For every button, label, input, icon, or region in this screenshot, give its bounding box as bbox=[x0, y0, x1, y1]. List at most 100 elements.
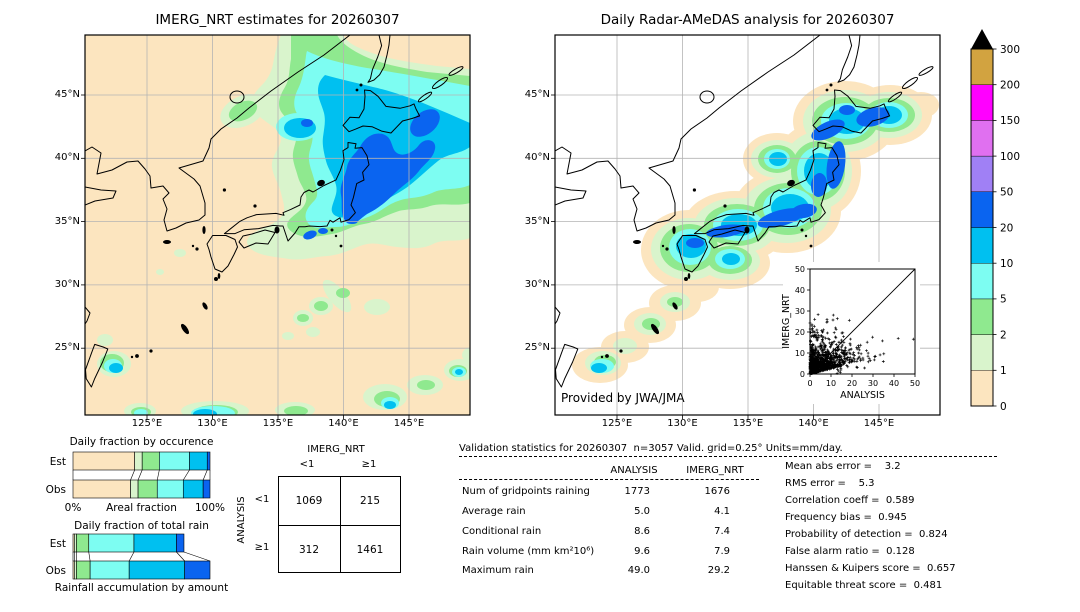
colorbar-tick-label: 300 bbox=[1000, 44, 1020, 56]
x-tick-label: 100% bbox=[195, 502, 225, 514]
segment-connector bbox=[130, 469, 135, 481]
segment-connector bbox=[156, 469, 160, 481]
bar-segment-Est-1-2 bbox=[74, 533, 77, 553]
map-frame bbox=[84, 34, 471, 416]
validation-value-imerg: 1676 bbox=[704, 486, 730, 497]
small-islands bbox=[130, 83, 363, 359]
contingency-col-title: IMERG_NRT bbox=[307, 444, 365, 455]
bar-segment-Est-20-50 bbox=[206, 451, 211, 471]
imerg-precipitation-map bbox=[81, 34, 471, 419]
lon-tick-label: 145°E bbox=[863, 418, 895, 429]
bar-segment-Est-1-2 bbox=[134, 451, 143, 471]
contingency-grid-divider bbox=[279, 524, 400, 526]
validation-row-label: Average rain bbox=[462, 506, 526, 517]
axis-ticks bbox=[551, 94, 880, 419]
bar-segment-Obs-20-50 bbox=[184, 560, 211, 580]
bar-segment-Est-2-5 bbox=[76, 533, 90, 553]
segment-connector bbox=[183, 551, 211, 562]
bar-segment-Est-0-1 bbox=[72, 451, 135, 471]
bar-segment-Est-5-10 bbox=[88, 533, 135, 553]
colorbar-tick-label: 0 bbox=[1000, 401, 1007, 413]
contingency-row-label: <1 bbox=[254, 494, 270, 505]
inset-x-tick: 20 bbox=[847, 379, 857, 388]
colorbar-tick-label: 100 bbox=[1000, 151, 1020, 163]
colorbar-tick-label: 20 bbox=[1000, 222, 1013, 234]
contingency-grid: 1069 215 312 1461 bbox=[278, 476, 401, 573]
bar-segment-Obs-20-50 bbox=[202, 479, 211, 499]
colorbar-segment bbox=[970, 120, 994, 157]
validation-value-imerg: 4.1 bbox=[714, 506, 730, 517]
colorbar-tick-label: 10 bbox=[1000, 258, 1013, 270]
validation-value-analysis: 9.6 bbox=[634, 546, 650, 557]
colorbar-segment bbox=[970, 191, 994, 228]
contingency-cell: 312 bbox=[298, 543, 320, 556]
lat-tick-label: 40°N bbox=[524, 152, 550, 164]
inset-y-tick: 10 bbox=[795, 349, 805, 358]
validation-title: Validation statistics for 20260307 n=305… bbox=[459, 443, 843, 454]
lat-tick-label: 35°N bbox=[524, 215, 550, 227]
lon-tick-label: 145°E bbox=[393, 418, 425, 429]
validation-row-label: Maximum rain bbox=[462, 565, 534, 576]
lat-tick-label: 30°N bbox=[54, 278, 80, 290]
lon-tick-label: 125°E bbox=[131, 418, 163, 429]
dashed-rule bbox=[459, 479, 759, 480]
colorbar-tick-label: 2 bbox=[1000, 329, 1007, 341]
bar-segment-Obs-0-1 bbox=[72, 479, 131, 499]
lat-tick-label: 25°N bbox=[54, 342, 80, 354]
left-map-title: IMERG_NRT estimates for 20260307 bbox=[155, 12, 400, 28]
lat-tick-label: 30°N bbox=[524, 278, 550, 290]
chart-xlabel: Areal fraction bbox=[106, 502, 177, 514]
dashed-rule bbox=[459, 456, 997, 457]
segment-connector bbox=[176, 551, 185, 562]
x-tick-label: 0% bbox=[65, 502, 82, 514]
inset-x-tick: 10 bbox=[826, 379, 836, 388]
bar-segment-Obs-1-2 bbox=[130, 479, 139, 499]
total-rain-fraction-chart: Daily fraction of total rain Est Obs Rainfa… bbox=[46, 520, 229, 594]
validation-value-imerg: 7.4 bbox=[714, 526, 730, 537]
bar-category-label: Obs bbox=[46, 565, 66, 577]
credit-text: Provided by JWA/JMA bbox=[561, 391, 685, 405]
bar-category-label: Obs bbox=[46, 484, 66, 496]
metric-line: Probability of detection = 0.824 bbox=[785, 529, 948, 540]
inset-x-tick: 50 bbox=[910, 379, 920, 388]
metric-line: Mean abs error = 3.2 bbox=[785, 461, 901, 472]
lat-tick-label: 40°N bbox=[54, 152, 80, 164]
inset-y-tick: 30 bbox=[795, 307, 805, 316]
inset-x-tick: 40 bbox=[889, 379, 899, 388]
inset-y-tick: 50 bbox=[795, 265, 805, 274]
lat-tick-label: 45°N bbox=[524, 89, 550, 100]
bar-segment-Est-10-20 bbox=[133, 533, 177, 553]
segment-connector bbox=[128, 551, 135, 562]
bar-segment-Est-20-50 bbox=[176, 533, 185, 553]
precipitation-field bbox=[97, 35, 470, 415]
bar-segment-Est-2-5 bbox=[141, 451, 160, 471]
metric-line: RMS error = 5.3 bbox=[785, 478, 875, 489]
colorbar-segment bbox=[970, 155, 994, 193]
colorbar-segment bbox=[970, 227, 994, 264]
bar-category-label: Est bbox=[50, 456, 66, 468]
colorbar-tick-label: 200 bbox=[1000, 80, 1020, 92]
contingency-cell: 1461 bbox=[356, 543, 384, 556]
graticule bbox=[85, 35, 470, 415]
colorbar-tick-label: 150 bbox=[1000, 115, 1020, 127]
lon-tick-label: 140°E bbox=[798, 418, 829, 429]
lon-tick-label: 125°E bbox=[601, 418, 633, 429]
colorbar: 0 1 2 5 10 20 50 100 150 200 300 bbox=[970, 29, 1020, 413]
colorbar-segment bbox=[970, 298, 994, 335]
contingency-cell: 1069 bbox=[295, 494, 323, 507]
inset-frame bbox=[809, 268, 916, 375]
bar-segment-Obs-5-10 bbox=[156, 479, 184, 499]
colorbar-segment bbox=[970, 48, 994, 85]
colorbar-tick-label: 50 bbox=[1000, 187, 1013, 199]
map-frame bbox=[554, 34, 941, 416]
lon-tick-label: 140°E bbox=[328, 418, 359, 429]
bar-segment-Obs-2-5 bbox=[137, 479, 158, 499]
validation-row-label: Conditional rain bbox=[462, 526, 542, 537]
bar-segment-Obs-10-20 bbox=[128, 560, 185, 580]
colorbar-segment bbox=[970, 262, 994, 300]
inset-x-tick: 30 bbox=[868, 379, 878, 388]
contingency-cell: 215 bbox=[359, 494, 381, 507]
inset-ylabel: IMERG_NRT bbox=[781, 294, 792, 349]
bar-segment-Obs-10-20 bbox=[182, 479, 204, 499]
colorbar-tick-label: 5 bbox=[1000, 294, 1007, 306]
